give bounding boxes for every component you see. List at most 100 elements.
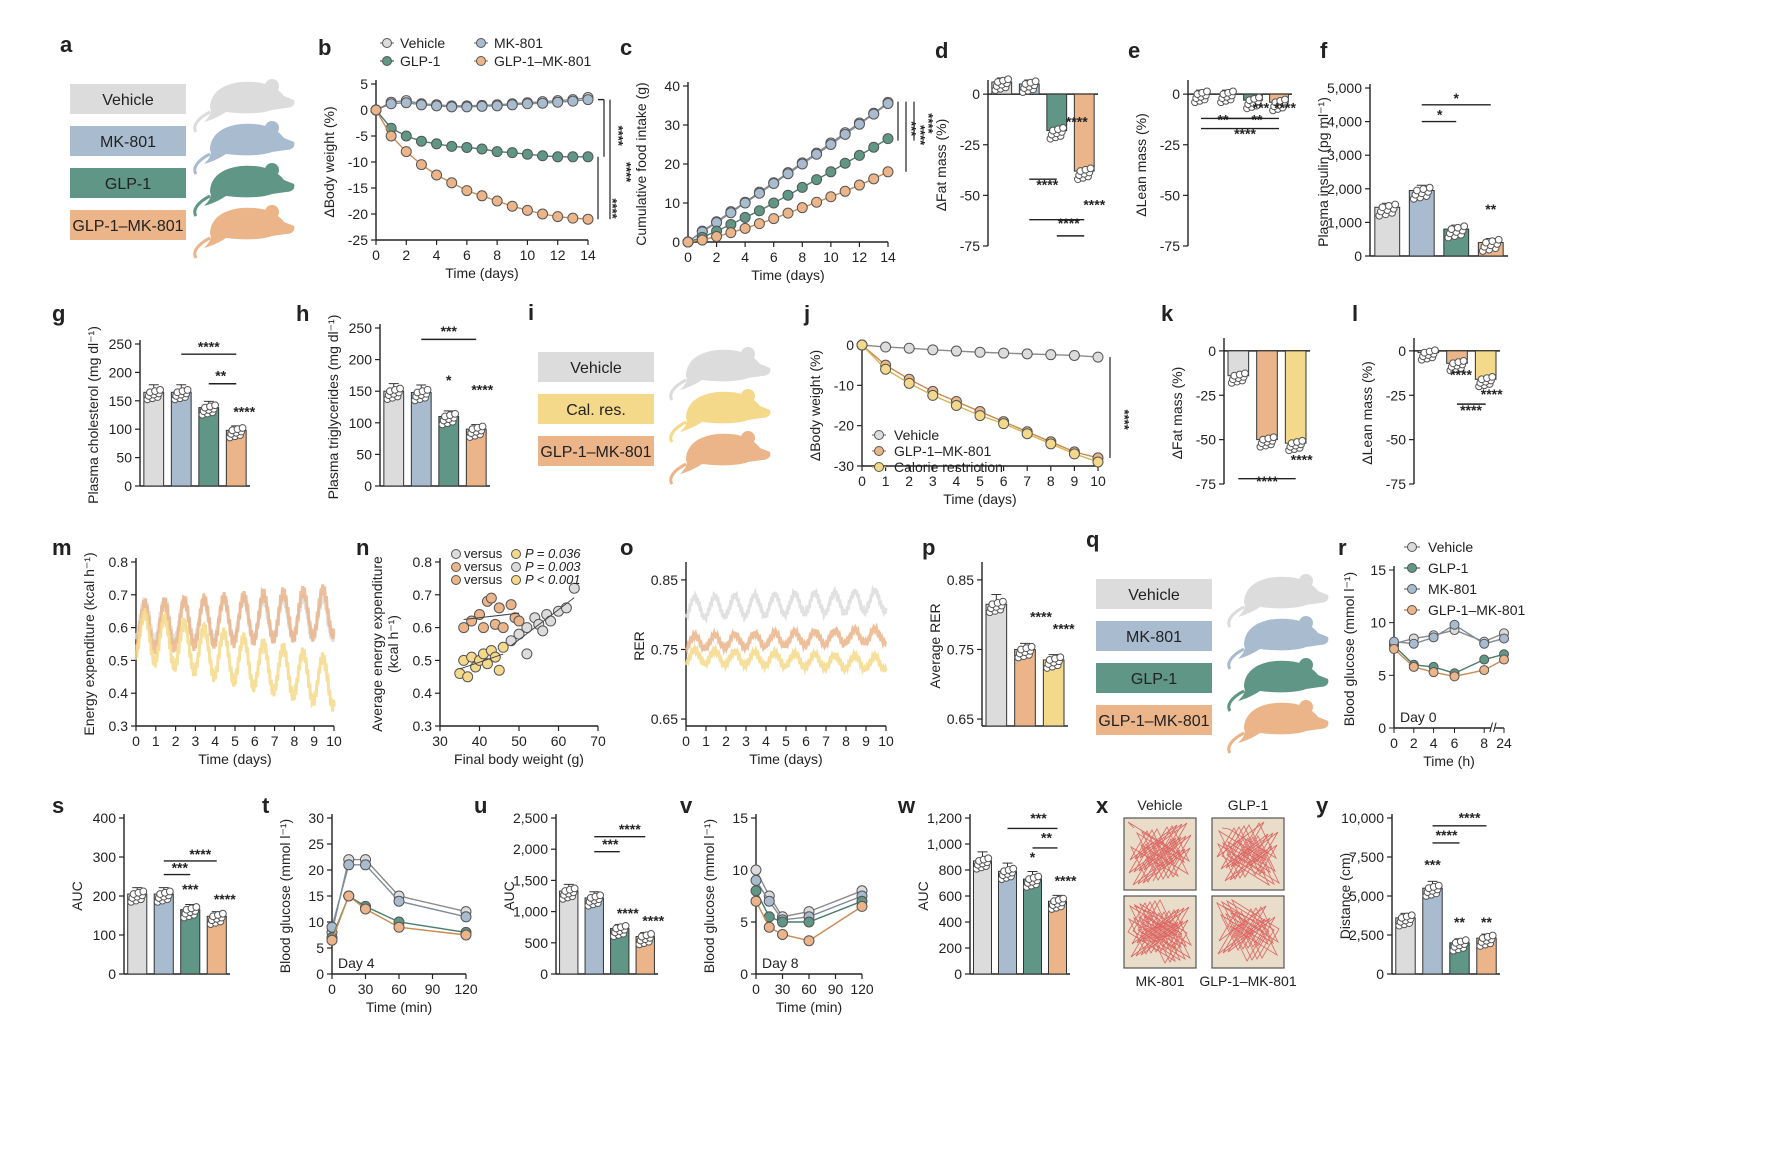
y-tick-label: 1,500 xyxy=(513,872,548,888)
data-point xyxy=(446,140,458,152)
mouse-ear xyxy=(741,347,755,361)
y-tick-label: 2,000 xyxy=(1327,181,1362,197)
y-axis-label: ΔLean mass (%) xyxy=(1359,361,1375,465)
data-point xyxy=(1021,428,1033,440)
x-tick-label: 10 xyxy=(878,733,894,749)
panel-letter-p: p xyxy=(922,535,935,560)
x-tick-label: 4 xyxy=(762,733,770,749)
individual-point xyxy=(183,386,192,394)
y-tick-label: 0.65 xyxy=(947,711,974,727)
y-tick-label: 5 xyxy=(360,76,368,92)
individual-point xyxy=(1488,931,1497,940)
y-tick-label: -20 xyxy=(834,418,854,434)
series-line-Calorie restriction xyxy=(684,642,888,676)
x-tick-label: 70 xyxy=(590,733,606,749)
y-tick-label: 30 xyxy=(664,117,680,133)
individual-point xyxy=(1413,186,1421,195)
group-label: MK-801 xyxy=(1126,629,1182,646)
legend-label: MK-801 xyxy=(494,35,543,51)
mouse-tail xyxy=(1227,605,1245,628)
data-point xyxy=(768,178,780,189)
individual-point xyxy=(218,909,227,918)
y-tick-label: 0 xyxy=(316,966,324,982)
significance-mark: *** xyxy=(182,881,199,897)
group-label: GLP-1 xyxy=(105,176,151,193)
mouse-tail xyxy=(669,420,687,443)
x-tick-label: 90 xyxy=(425,981,441,997)
group-label: MK-801 xyxy=(100,134,156,151)
data-point xyxy=(739,197,751,209)
x-tick-label: 60 xyxy=(551,733,567,749)
y-tick-label: 500 xyxy=(525,935,549,951)
legend-label: GLP-1 xyxy=(400,53,441,69)
significance-mark: **** xyxy=(921,113,936,134)
significance-mark: *** xyxy=(1030,810,1047,826)
data-point xyxy=(326,934,338,946)
data-point xyxy=(537,208,549,220)
data-point xyxy=(739,211,751,223)
y-tick-label: 25 xyxy=(308,836,324,852)
scatter-point xyxy=(521,622,533,634)
data-point xyxy=(856,900,868,912)
bar-MK-801 xyxy=(153,893,174,975)
legend-label: GLP-1–MK-801 xyxy=(494,53,591,69)
data-point xyxy=(782,168,794,180)
y-tick-label: 0.6 xyxy=(109,620,129,636)
data-point xyxy=(725,207,737,219)
significance-mark: *** xyxy=(172,860,189,876)
y-tick-label: 0 xyxy=(1378,720,1386,736)
y-tick-label: -30 xyxy=(834,458,854,474)
bar-MK-801 xyxy=(410,391,432,487)
data-point xyxy=(811,196,823,208)
legend-label: GLP-1–MK-801 xyxy=(894,443,991,459)
data-point xyxy=(750,885,762,897)
individual-point xyxy=(1255,93,1263,102)
y-tick-label: -50 xyxy=(960,187,980,203)
data-point xyxy=(796,202,808,214)
x-tick-label: 10 xyxy=(326,733,342,749)
chart-t: t 0 5 10 15 20 25 30 0 30 60 90 120 Time (min) Blood g… xyxy=(262,793,478,1015)
data-point xyxy=(400,97,412,109)
data-point xyxy=(1092,456,1104,468)
group-box xyxy=(1096,579,1212,609)
x-tick-label: 8 xyxy=(1480,735,1488,751)
individual-point xyxy=(396,384,404,393)
y-tick-label: 0 xyxy=(740,966,748,982)
data-point xyxy=(856,339,868,351)
y-tick-label: 0.7 xyxy=(109,587,129,603)
data-point xyxy=(839,157,851,169)
data-point xyxy=(750,874,762,886)
x-axis-label: Time (days) xyxy=(943,491,1016,507)
y-tick-label: 0.6 xyxy=(413,620,433,636)
series-line-GLP-1–MK-801 xyxy=(685,622,887,656)
y-tick-label: 200 xyxy=(939,940,963,956)
y-tick-label: 0 xyxy=(1376,966,1384,982)
data-point xyxy=(415,159,427,171)
group-box xyxy=(538,352,654,382)
scatter-point xyxy=(521,648,533,660)
individual-point xyxy=(1298,436,1307,445)
mouse-body xyxy=(204,165,295,206)
data-point xyxy=(415,99,427,111)
y-tick-label: 1,000 xyxy=(927,836,962,852)
data-point xyxy=(950,345,962,357)
data-point xyxy=(803,916,815,928)
y-tick-label: -25 xyxy=(1196,387,1216,403)
panel-letter-j: j xyxy=(803,301,810,326)
data-point xyxy=(567,212,579,224)
data-point xyxy=(974,346,986,358)
data-point xyxy=(476,190,488,202)
data-point xyxy=(903,377,915,389)
legend-marker xyxy=(874,430,884,440)
mouse-icon xyxy=(1227,700,1329,754)
panel-letter-c: c xyxy=(620,35,632,60)
data-point xyxy=(825,139,837,150)
x-axis-label: Time (days) xyxy=(751,267,824,283)
significance-mark: **** xyxy=(1291,451,1313,467)
mouse-ear xyxy=(265,163,279,177)
track-path xyxy=(1216,821,1280,887)
mouse-tail xyxy=(193,194,211,217)
